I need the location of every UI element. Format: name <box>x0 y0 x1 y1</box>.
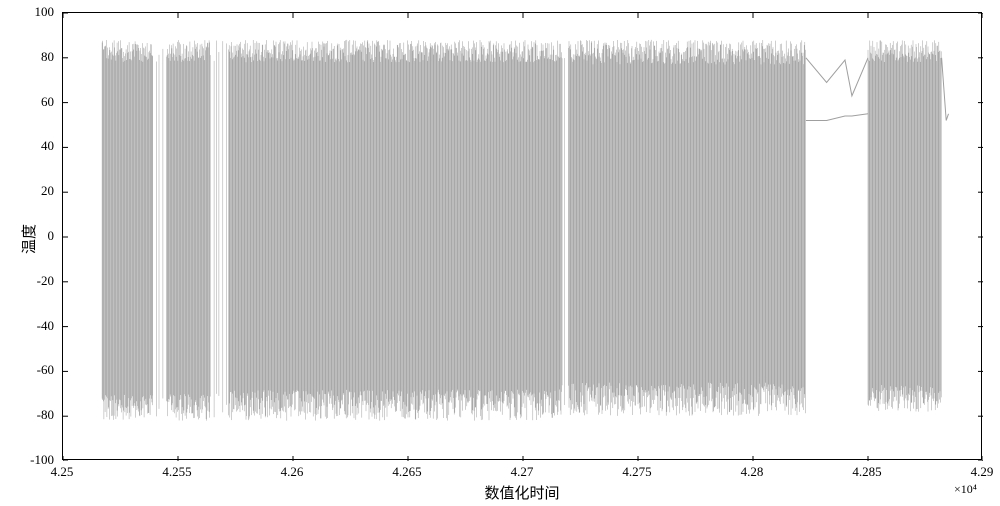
y-tick-label: -40 <box>37 318 54 334</box>
x-tick-label: 4.275 <box>622 464 651 480</box>
x-tick-label: 4.25 <box>51 464 74 480</box>
y-axis-label: 温度 <box>18 224 39 254</box>
x-tick-label: 4.26 <box>281 464 304 480</box>
x-tick-label: 4.29 <box>971 464 994 480</box>
plot-area <box>62 12 982 460</box>
x-tick-label: 4.27 <box>511 464 534 480</box>
y-tick-label: 60 <box>41 94 54 110</box>
x-tick-label: 4.28 <box>741 464 764 480</box>
plot-svg <box>63 13 983 461</box>
x-tick-label: 4.285 <box>852 464 881 480</box>
x-axis-label: 数值化时间 <box>484 482 559 503</box>
y-tick-label: -60 <box>37 362 54 378</box>
y-tick-label: 40 <box>41 138 54 154</box>
y-tick-label: 100 <box>35 4 55 20</box>
y-tick-label: -20 <box>37 273 54 289</box>
y-tick-label: 80 <box>41 49 54 65</box>
y-tick-label: -100 <box>30 452 54 468</box>
x-tick-label: 4.265 <box>392 464 421 480</box>
y-tick-label: 20 <box>41 183 54 199</box>
y-tick-label: -80 <box>37 407 54 423</box>
x-tick-label: 4.255 <box>162 464 191 480</box>
figure-container: 4.25 4.255 4.26 4.265 4.27 4.275 4.28 4.285 4.29… <box>0 0 1000 506</box>
x-exponent-label: ×10⁴ <box>954 482 977 497</box>
y-tick-label: 0 <box>48 228 55 244</box>
